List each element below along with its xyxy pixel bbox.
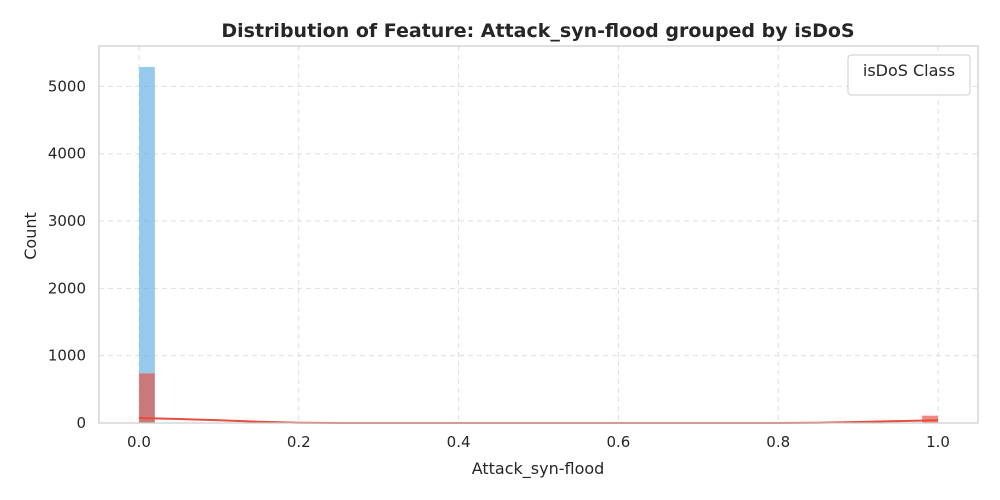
plot-area-frame (98, 45, 979, 424)
x-tick-label: 0.6 (606, 433, 630, 451)
legend: isDoS Class (847, 54, 971, 96)
histogram-bar (138, 66, 156, 424)
y-tick-label: 0 (76, 414, 86, 432)
chart-title: Distribution of Feature: Attack_syn-floo… (221, 20, 854, 42)
y-axis-label: Count (21, 212, 40, 260)
y-tick-label: 1000 (48, 347, 86, 365)
histogram-bar (138, 372, 156, 424)
legend-box (847, 54, 971, 96)
y-tick-label: 3000 (48, 212, 86, 230)
bars (138, 66, 939, 424)
y-tick-label: 4000 (48, 145, 86, 163)
histogram-bar (921, 415, 939, 424)
x-tick-label: 0.0 (127, 433, 151, 451)
x-axis-ticks: 0.0 0.2 0.4 0.6 0.8 1.0 (127, 433, 950, 451)
x-tick-label: 0.2 (287, 433, 311, 451)
y-tick-label: 5000 (48, 77, 86, 95)
y-tick-label: 2000 (48, 279, 86, 297)
x-tick-label: 0.8 (766, 433, 790, 451)
x-tick-label: 1.0 (926, 433, 950, 451)
x-tick-label: 0.4 (447, 433, 471, 451)
legend-title: isDoS Class (863, 61, 955, 80)
y-axis-ticks: 0 1000 2000 3000 4000 5000 (48, 77, 86, 432)
x-axis-label: Attack_syn-flood (472, 459, 605, 479)
